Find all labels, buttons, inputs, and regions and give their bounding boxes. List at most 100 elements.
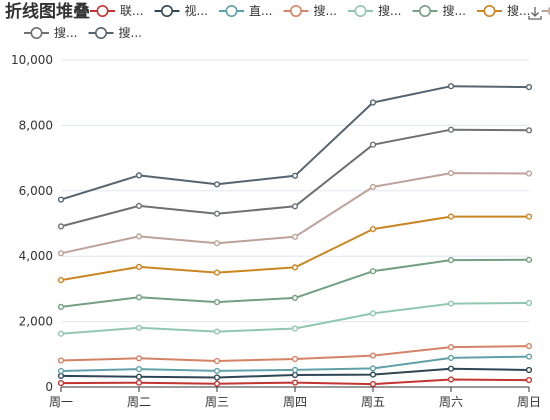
data-point[interactable] bbox=[525, 353, 533, 360]
data-point[interactable] bbox=[57, 357, 65, 364]
series-10[interactable] bbox=[57, 83, 533, 203]
legend-marker-icon bbox=[30, 26, 43, 39]
data-point[interactable] bbox=[447, 354, 455, 362]
data-point[interactable] bbox=[447, 170, 455, 177]
data-point[interactable] bbox=[57, 367, 65, 375]
data-point[interactable] bbox=[213, 269, 221, 276]
data-point[interactable] bbox=[57, 380, 65, 387]
data-point[interactable] bbox=[525, 366, 533, 374]
save-image-icon[interactable] bbox=[526, 4, 544, 22]
legend-item[interactable]: 搜... bbox=[283, 3, 337, 18]
data-point[interactable] bbox=[135, 172, 143, 179]
legend-item[interactable]: 视... bbox=[154, 3, 208, 18]
data-point[interactable] bbox=[369, 371, 377, 378]
data-point[interactable] bbox=[369, 99, 377, 106]
data-point[interactable] bbox=[135, 294, 143, 301]
data-point[interactable] bbox=[291, 366, 299, 374]
data-point[interactable] bbox=[525, 299, 533, 307]
series-8[interactable] bbox=[57, 170, 533, 257]
data-point[interactable] bbox=[213, 380, 221, 387]
series-line[interactable] bbox=[60, 215, 529, 282]
data-point[interactable] bbox=[291, 371, 299, 379]
data-point[interactable] bbox=[447, 300, 455, 307]
data-point[interactable] bbox=[525, 170, 533, 177]
legend-item[interactable]: 搜... bbox=[412, 3, 466, 18]
series-5[interactable] bbox=[57, 299, 533, 337]
data-point[interactable] bbox=[291, 233, 299, 240]
legend-marker-icon bbox=[96, 5, 109, 17]
series-1[interactable] bbox=[57, 376, 533, 388]
data-point[interactable] bbox=[369, 183, 377, 191]
data-point[interactable] bbox=[213, 328, 221, 335]
data-point[interactable] bbox=[291, 355, 299, 363]
series-9[interactable] bbox=[57, 126, 533, 230]
series-4[interactable] bbox=[57, 343, 533, 365]
data-point[interactable] bbox=[369, 226, 377, 233]
data-point[interactable] bbox=[213, 181, 221, 188]
data-point[interactable] bbox=[135, 366, 143, 373]
data-point[interactable] bbox=[369, 310, 377, 317]
data-point[interactable] bbox=[291, 264, 299, 271]
legend-item[interactable]: 搜... bbox=[477, 3, 530, 18]
data-point[interactable] bbox=[447, 257, 455, 264]
data-point[interactable] bbox=[57, 277, 65, 284]
data-point[interactable] bbox=[213, 240, 221, 247]
data-point[interactable] bbox=[525, 83, 533, 91]
legend-item[interactable]: 直... bbox=[219, 4, 272, 18]
data-point[interactable] bbox=[291, 203, 299, 210]
data-point[interactable] bbox=[525, 343, 533, 350]
data-point[interactable] bbox=[135, 379, 143, 386]
data-point[interactable] bbox=[525, 213, 533, 220]
series-6[interactable] bbox=[57, 256, 533, 311]
series-3[interactable] bbox=[57, 353, 533, 375]
series-7[interactable] bbox=[57, 213, 533, 284]
legend-item[interactable]: 搜... bbox=[24, 25, 77, 40]
data-point[interactable] bbox=[213, 299, 221, 306]
data-point[interactable] bbox=[369, 381, 377, 388]
data-point[interactable] bbox=[369, 365, 377, 372]
data-point[interactable] bbox=[57, 250, 65, 257]
data-point[interactable] bbox=[135, 373, 143, 380]
series-line[interactable] bbox=[60, 85, 530, 201]
grid bbox=[61, 59, 529, 323]
data-point[interactable] bbox=[135, 324, 143, 331]
data-point[interactable] bbox=[57, 303, 65, 311]
data-point[interactable] bbox=[135, 202, 143, 210]
data-point[interactable] bbox=[57, 330, 65, 337]
data-point[interactable] bbox=[525, 127, 533, 134]
legend-label: 视... bbox=[185, 3, 208, 18]
data-point[interactable] bbox=[525, 377, 533, 384]
data-point[interactable] bbox=[291, 294, 299, 302]
data-point[interactable] bbox=[213, 210, 221, 217]
data-point[interactable] bbox=[213, 367, 221, 375]
data-point[interactable] bbox=[447, 344, 455, 351]
legend-item[interactable]: 搜... bbox=[88, 25, 142, 40]
data-point[interactable] bbox=[291, 325, 299, 332]
data-point[interactable] bbox=[135, 233, 143, 240]
data-point[interactable] bbox=[291, 172, 299, 179]
data-point[interactable] bbox=[447, 126, 455, 133]
legend-item[interactable]: 搜... bbox=[348, 3, 401, 18]
legend-item[interactable]: 联... bbox=[90, 4, 143, 18]
legend-marker-icon bbox=[354, 5, 367, 17]
data-point[interactable] bbox=[213, 357, 221, 365]
data-point[interactable] bbox=[369, 141, 377, 148]
series-line[interactable] bbox=[60, 172, 530, 255]
data-point[interactable] bbox=[135, 263, 143, 271]
axes: 0 2,000 4,000 6,000 8,000 10,000 周一 周二 周三 周四 周五 周六 周… bbox=[11, 53, 541, 409]
data-point[interactable] bbox=[447, 213, 455, 220]
data-point[interactable] bbox=[57, 372, 65, 380]
data-point[interactable] bbox=[291, 379, 299, 386]
data-point[interactable] bbox=[525, 256, 533, 263]
data-point[interactable] bbox=[213, 374, 221, 381]
legend-label: 搜... bbox=[314, 3, 337, 18]
data-point[interactable] bbox=[447, 376, 455, 383]
data-point[interactable] bbox=[57, 196, 65, 203]
data-point[interactable] bbox=[57, 223, 65, 230]
legend-marker-icon bbox=[161, 5, 174, 17]
data-point[interactable] bbox=[135, 355, 143, 362]
data-point[interactable] bbox=[447, 83, 455, 90]
data-point[interactable] bbox=[369, 268, 377, 275]
data-point[interactable] bbox=[447, 365, 455, 372]
data-point[interactable] bbox=[369, 352, 377, 359]
